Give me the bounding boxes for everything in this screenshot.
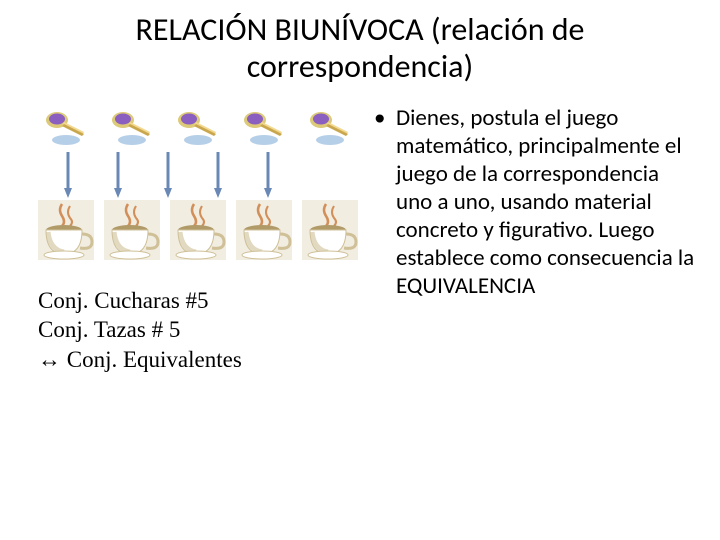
slide-title: RELACIÓN BIUNÍVOCA (relación de correspo… (0, 0, 720, 86)
content-area: Conj. Cucharas #5 Conj. Tazas # 5 ↔ Conj… (0, 104, 720, 376)
arrow-row (64, 152, 358, 198)
spoon-icon (110, 104, 154, 148)
spoon-icon (176, 104, 220, 148)
cup-icon (38, 200, 94, 260)
bullet-text: Dienes, postula el juego matemático, pri… (396, 104, 696, 300)
left-column: Conj. Cucharas #5 Conj. Tazas # 5 ↔ Conj… (38, 104, 358, 376)
arrow-down-icon (214, 152, 222, 198)
cup-icon (104, 200, 160, 260)
cup-icon (236, 200, 292, 260)
title-line1: RELACIÓN BIUNÍVOCA (relación de (136, 10, 585, 49)
arrow-down-icon (114, 152, 122, 198)
cup-icon (302, 200, 358, 260)
bullet-item: • Dienes, postula el juego matemático, p… (374, 104, 696, 300)
arrow-down-icon (64, 152, 72, 198)
cup-icon (170, 200, 226, 260)
label-tazas: Conj. Tazas # 5 (38, 315, 358, 345)
label-cucharas: Conj. Cucharas #5 (38, 286, 358, 316)
arrow-down-icon (264, 152, 272, 198)
spoon-icon (242, 104, 286, 148)
title-line2: correspondencia) (247, 47, 473, 86)
label-block: Conj. Cucharas #5 Conj. Tazas # 5 ↔ Conj… (38, 286, 358, 376)
right-column: • Dienes, postula el juego matemático, p… (358, 104, 696, 376)
spoon-row (44, 104, 358, 148)
cup-row (38, 200, 358, 260)
spoon-icon (44, 104, 88, 148)
label-equivalentes: ↔ Conj. Equivalentes (38, 345, 358, 375)
spoon-icon (308, 104, 352, 148)
bullet-marker: • (374, 104, 396, 300)
arrow-down-icon (164, 152, 172, 198)
